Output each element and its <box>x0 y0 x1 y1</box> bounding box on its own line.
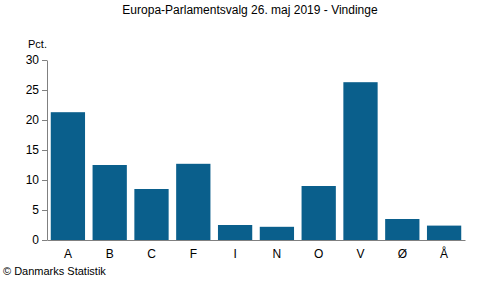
x-tick: A <box>64 240 72 261</box>
y-tick-mark <box>42 210 47 211</box>
x-tick-label: F <box>190 247 197 261</box>
bar <box>93 165 127 240</box>
y-tick-label: 10 <box>26 173 40 187</box>
x-tick-label: I <box>233 247 236 261</box>
x-tick-label: B <box>106 247 114 261</box>
bar <box>385 219 419 240</box>
source-note: © Danmarks Statistik <box>3 265 106 277</box>
x-tick: Ø <box>398 240 407 261</box>
x-tick: C <box>147 240 156 261</box>
chart: Europa-Parlamentsvalg 26. maj 2019 - Vin… <box>0 0 500 282</box>
bar <box>218 225 252 240</box>
bar <box>134 189 168 240</box>
x-tick: F <box>190 240 197 261</box>
y-axis: 0 5 10 15 20 25 30 <box>26 53 48 247</box>
y-tick-mark <box>42 240 47 241</box>
y-tick: 5 <box>32 203 47 217</box>
y-tick-mark <box>42 90 47 91</box>
y-tick: 0 <box>32 233 47 247</box>
bar <box>343 82 377 240</box>
y-axis-line <box>47 61 48 241</box>
y-axis-label: Pct. <box>28 38 47 50</box>
x-tick: N <box>273 240 282 261</box>
bar <box>260 227 294 240</box>
y-tick-label: 5 <box>32 203 39 217</box>
x-tick: V <box>356 240 364 261</box>
x-tick-label: Ø <box>398 247 407 261</box>
y-tick-label: 25 <box>26 83 40 97</box>
x-tick-label: O <box>314 247 323 261</box>
x-tick-label: A <box>64 247 72 261</box>
y-tick: 25 <box>26 83 47 97</box>
title: Europa-Parlamentsvalg 26. maj 2019 - Vin… <box>122 3 378 17</box>
x-axis: ABCFINOVØÅ <box>48 240 466 261</box>
x-tick: Å <box>440 240 448 261</box>
y-tick-mark <box>42 60 47 61</box>
bar <box>427 226 461 240</box>
y-tick: 15 <box>26 143 47 157</box>
annotations: © Danmarks Statistik <box>3 265 106 277</box>
bar <box>51 112 85 240</box>
y-tick-label: 20 <box>26 113 40 127</box>
y-tick-label: 15 <box>26 143 40 157</box>
y-tick: 10 <box>26 173 47 187</box>
x-tick-label: V <box>356 247 364 261</box>
y-tick-label: 0 <box>32 233 39 247</box>
y-tick-label: 30 <box>26 53 40 67</box>
x-tick: B <box>106 240 114 261</box>
x-tick-label: Å <box>440 246 448 261</box>
y-tick-mark <box>42 150 47 151</box>
y-tick-mark <box>42 120 47 121</box>
x-axis-line <box>48 240 466 241</box>
y-tick-mark <box>42 180 47 181</box>
y-tick: 20 <box>26 113 47 127</box>
x-tick: O <box>314 240 323 261</box>
x-tick: I <box>233 240 236 261</box>
bar <box>302 186 336 240</box>
bar <box>176 164 210 240</box>
x-tick-label: C <box>147 247 156 261</box>
x-tick-label: N <box>273 247 282 261</box>
y-tick: 30 <box>26 53 47 67</box>
bars <box>51 82 461 240</box>
